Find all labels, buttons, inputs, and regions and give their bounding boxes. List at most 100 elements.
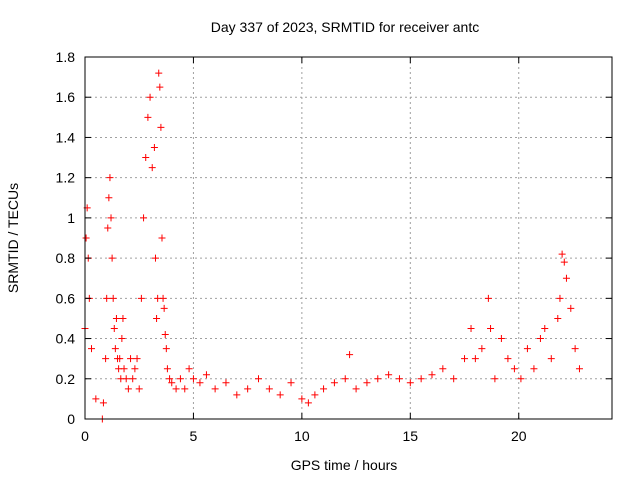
data-point [467,325,475,332]
data-point [575,365,583,373]
y-tick-label: 0 [67,411,75,427]
data-point [428,371,436,379]
y-tick-label: 1.2 [56,170,76,186]
y-tick-label: 0.6 [56,290,76,306]
data-point [560,258,568,266]
data-point [124,385,132,393]
data-point [104,224,112,232]
data-point [129,375,137,383]
data-point [276,391,284,399]
y-tick-label: 0.4 [56,331,76,347]
data-point [150,144,158,151]
data-point [108,254,116,262]
data-point [558,250,566,258]
data-point [244,385,252,393]
data-point [157,123,165,131]
data-point [102,355,110,363]
grid [85,57,612,419]
data-point [133,355,141,363]
data-point [541,325,549,332]
data-point [311,391,319,399]
data-point [536,335,544,343]
data-point [497,335,505,343]
data-point [163,365,171,373]
data-point [122,375,130,383]
data-point [487,325,495,332]
data-series [81,69,583,423]
y-tick-label: 1.4 [56,129,76,145]
data-point [254,375,262,383]
data-point [478,345,486,353]
data-point [159,294,167,302]
x-tick-label: 10 [294,428,310,444]
x-tick-label: 5 [190,428,198,444]
y-tick-label: 0.8 [56,250,76,266]
data-point [131,365,139,373]
data-point [127,355,135,363]
data-point [211,385,219,393]
data-point [140,214,148,222]
data-point [417,375,425,383]
data-point [119,314,127,322]
data-point [151,254,159,262]
y-tick-label: 1 [67,210,75,226]
x-tick-label: 15 [403,428,419,444]
y-tick-label: 1.6 [56,89,76,105]
data-point [320,385,328,393]
data-point [103,294,111,302]
data-point [148,164,156,172]
data-point [385,371,393,379]
data-point [395,375,403,383]
data-point [135,385,143,393]
data-point [346,351,354,359]
data-point [158,234,166,242]
data-point [166,375,174,383]
data-point [298,395,306,403]
data-point [222,379,230,387]
data-point [304,399,312,407]
data-point [330,379,338,387]
data-point [112,314,120,322]
data-point [107,214,115,222]
data-point [99,399,107,407]
data-point [110,325,118,332]
y-axis-label: SRMTID / TECUs [5,183,21,293]
data-point [155,69,163,77]
data-point [106,174,114,182]
axis-ticks: 0 0.2 0.4 0.6 0.8 1 1.2 1.4 1.6 1.8 0 5 10 15 20 [56,49,612,444]
data-point [189,375,197,383]
data-point [491,375,499,383]
data-point [156,83,164,91]
data-point [439,365,447,373]
data-point [146,93,154,101]
y-tick-label: 0.2 [56,371,76,387]
data-point [461,355,469,363]
data-point [181,385,189,393]
data-point [547,355,555,363]
x-axis-label: GPS time / hours [291,457,398,473]
data-point [287,379,295,387]
data-point [554,314,562,322]
data-point [168,379,176,387]
x-tick-label: 20 [511,428,527,444]
data-point [82,234,90,242]
data-point [109,294,117,302]
data-point [406,379,414,387]
data-point [265,385,273,393]
data-point [185,365,193,373]
data-point [137,294,145,302]
data-point [530,365,538,373]
y-tick-label: 1.8 [56,49,76,65]
data-point [556,294,564,302]
data-point [523,345,531,353]
data-point [162,345,170,353]
data-point [161,331,169,339]
data-point [92,395,100,403]
data-point [352,385,360,393]
data-point [202,371,210,379]
data-point [504,355,512,363]
data-point [471,355,479,363]
data-point [571,345,579,353]
data-point [120,365,128,373]
data-point [142,154,150,162]
